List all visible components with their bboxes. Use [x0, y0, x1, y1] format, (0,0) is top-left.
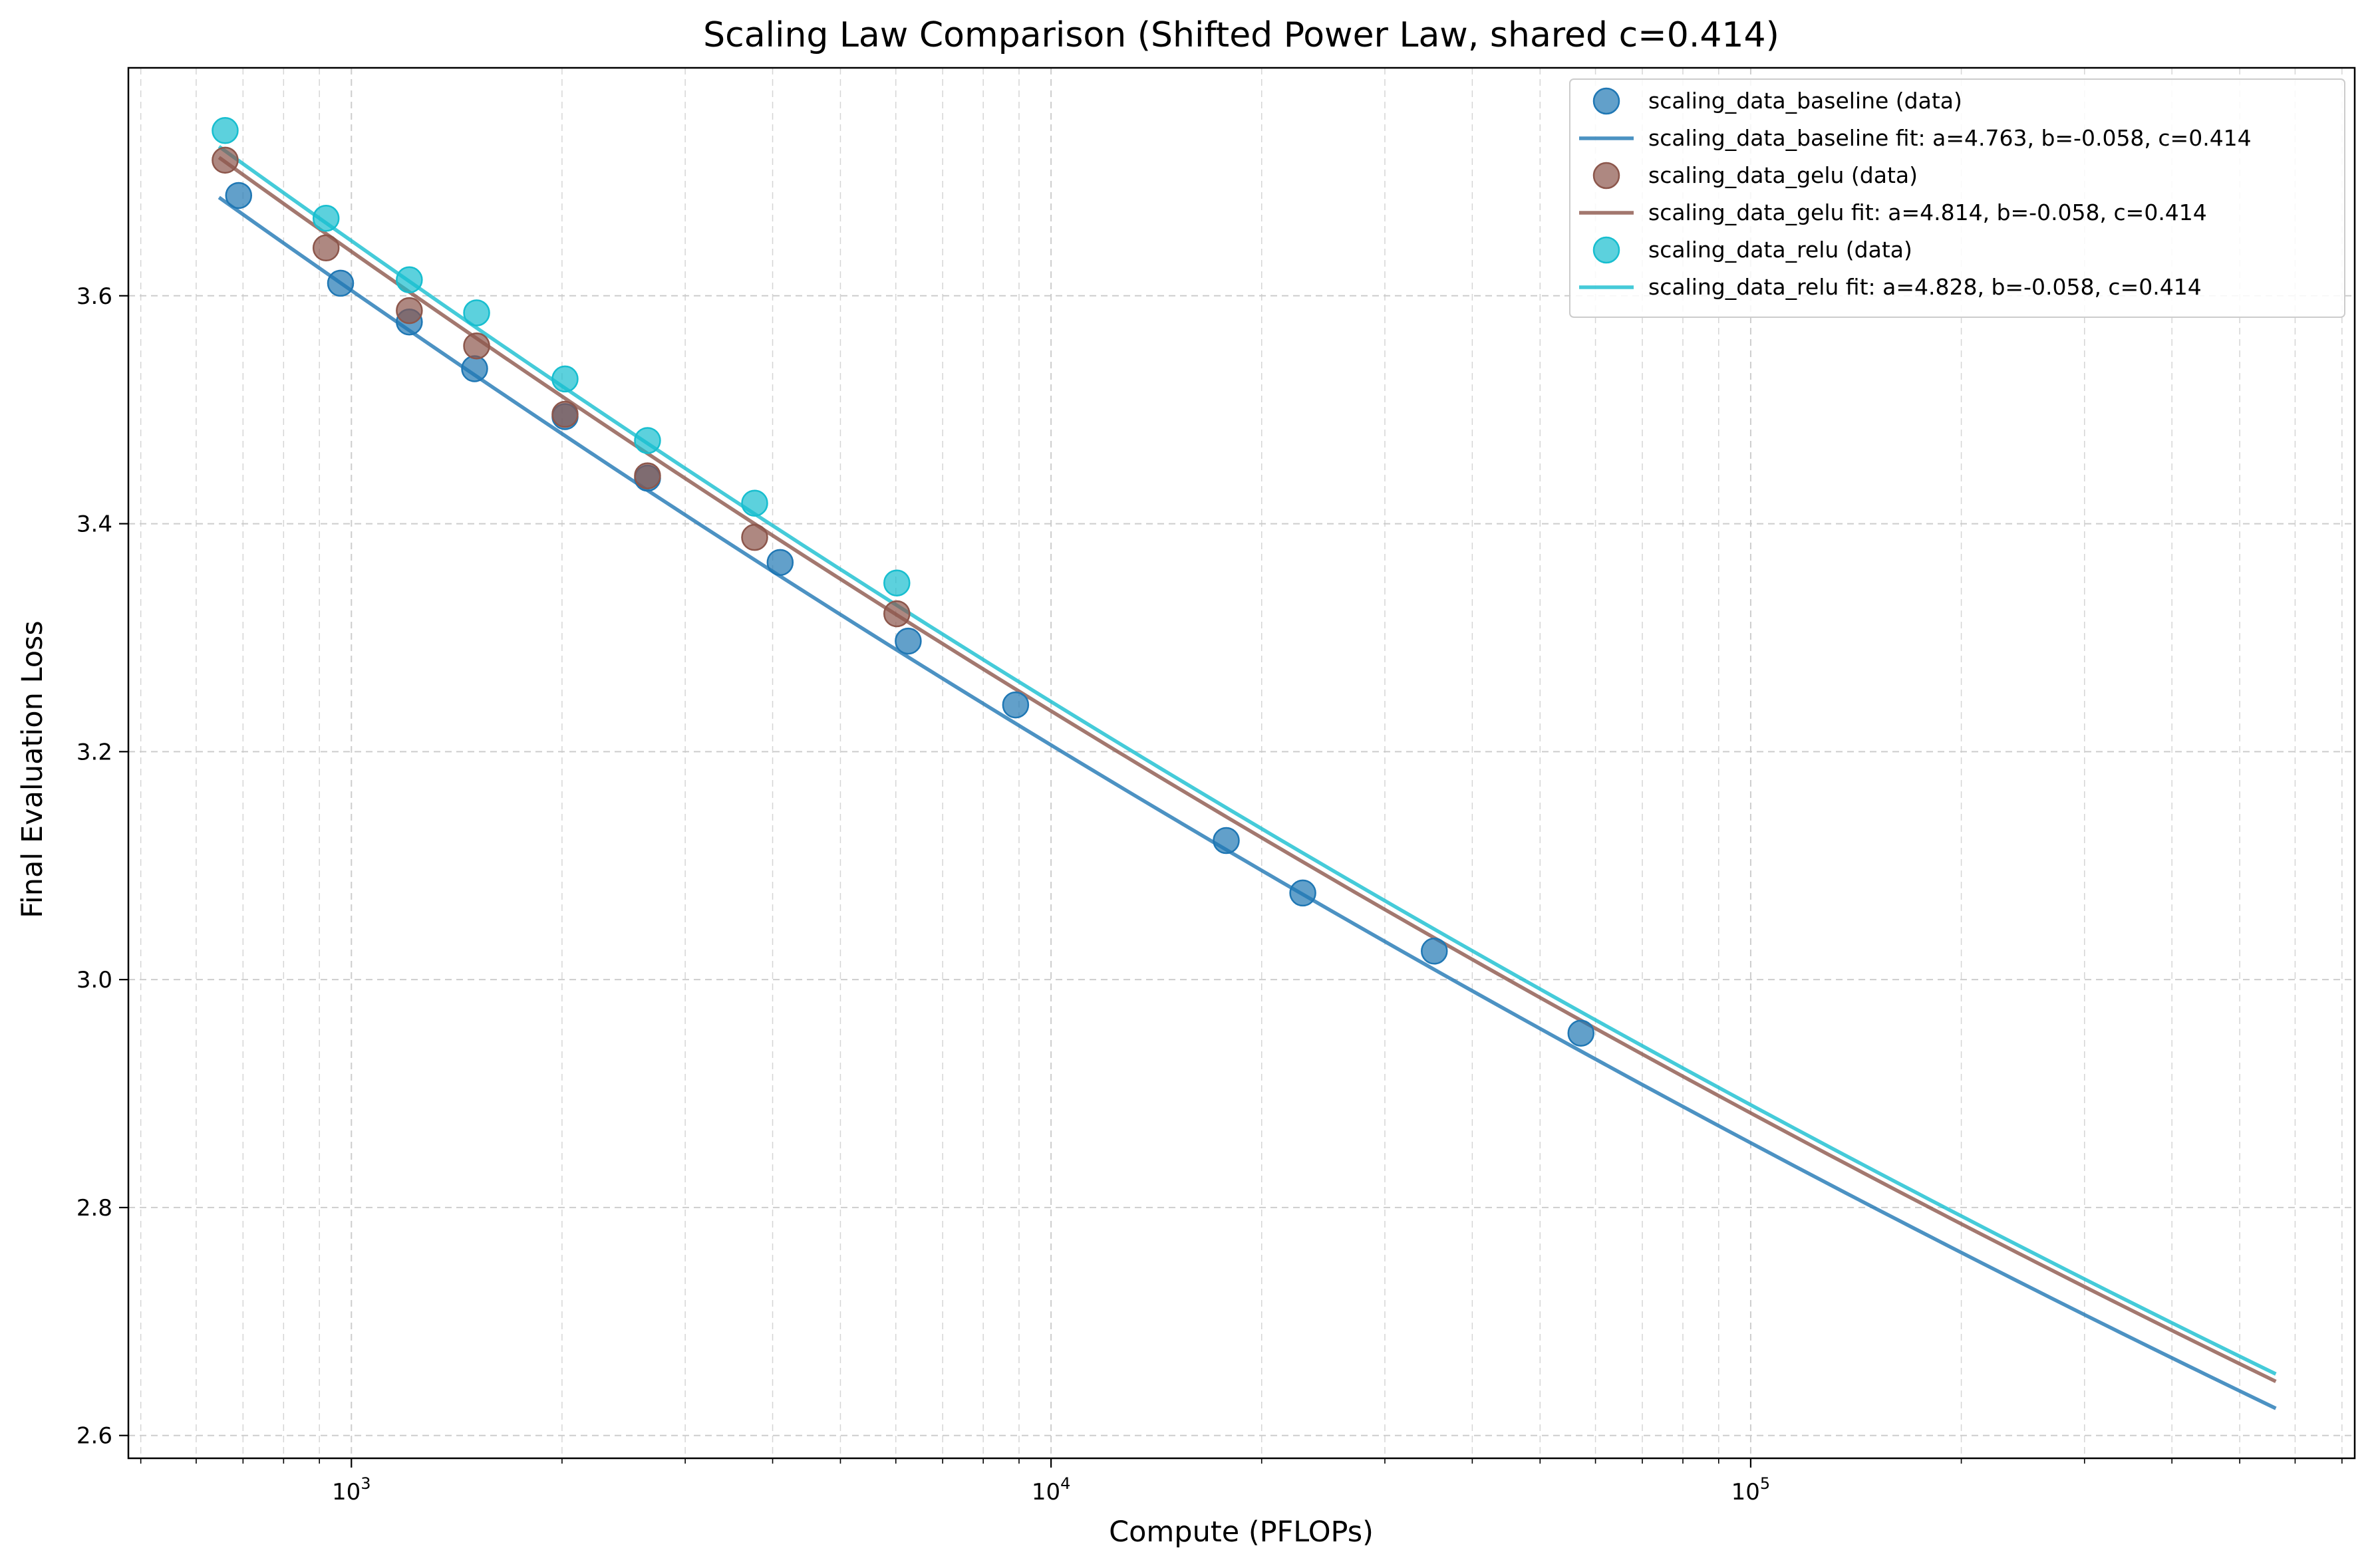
fit-line-scaling_data_baseline	[218, 196, 2277, 1410]
chart-title: Scaling Law Comparison (Shifted Power La…	[703, 15, 1779, 55]
data-point	[1289, 879, 1316, 907]
data-point	[461, 355, 488, 382]
y-axis-title: Final Evaluation Loss	[16, 620, 49, 918]
data-point	[1002, 691, 1030, 719]
data-point	[327, 269, 355, 297]
y-tick-label: 2.8	[76, 1195, 112, 1222]
legend-marker	[1592, 87, 1620, 115]
data-point	[312, 204, 340, 232]
x-axis-title: Compute (PFLOPs)	[1109, 1515, 1374, 1549]
plot-frame	[127, 66, 2356, 1460]
y-tick-label: 3.6	[76, 283, 112, 310]
legend-label: scaling_data_gelu fit: a=4.814, b=-0.058…	[1648, 199, 2207, 225]
data-point	[883, 569, 911, 596]
data-point	[396, 297, 423, 325]
fit-line-scaling_data_gelu	[218, 156, 2277, 1383]
legend-label: scaling_data_relu fit: a=4.828, b=-0.058…	[1648, 274, 2202, 300]
legend-label: scaling_data_relu (data)	[1648, 237, 1912, 263]
y-tick-label: 3.4	[76, 511, 112, 538]
grid	[128, 68, 2355, 1458]
data-point	[396, 266, 423, 294]
data-point	[883, 600, 911, 628]
y-tick-label: 2.6	[76, 1423, 112, 1450]
axes: 2.6 2.8 3.0 3.2 3.4 3.6 103 104 105	[76, 66, 2356, 1505]
legend: scaling_data_baseline (data) scaling_data…	[1569, 78, 2345, 318]
data-point	[741, 523, 768, 551]
legend-box	[1569, 78, 2345, 318]
legend-marker	[1592, 162, 1620, 190]
data-point	[225, 182, 253, 209]
x-tick-label: 104	[1032, 1474, 1071, 1505]
legend-label: scaling_data_baseline (data)	[1648, 88, 1962, 114]
legend-marker	[1592, 236, 1620, 264]
x-tick-label: 103	[332, 1474, 371, 1505]
legend-label: scaling_data_gelu (data)	[1648, 162, 1918, 188]
data-point	[1421, 938, 1448, 965]
data-point	[463, 332, 490, 360]
data-point	[1213, 827, 1240, 854]
data-point	[551, 400, 579, 428]
data-point	[212, 117, 239, 144]
data-point	[463, 299, 490, 327]
fit-line-scaling_data_relu	[218, 145, 2277, 1376]
x-tick-label: 105	[1731, 1474, 1771, 1505]
data-point	[766, 549, 794, 577]
data-point	[312, 234, 340, 262]
data-point	[212, 146, 239, 174]
data-points	[212, 117, 1595, 1047]
data-point	[634, 427, 661, 454]
data-point	[741, 489, 768, 517]
data-point	[1567, 1019, 1595, 1047]
data-point	[551, 365, 579, 393]
y-tick-label: 3.2	[76, 739, 112, 765]
fit-lines	[218, 145, 2277, 1410]
data-point	[634, 462, 661, 489]
legend-label: scaling_data_baseline fit: a=4.763, b=-0…	[1648, 125, 2252, 151]
data-point	[895, 627, 922, 655]
y-tick-label: 3.0	[76, 967, 112, 993]
